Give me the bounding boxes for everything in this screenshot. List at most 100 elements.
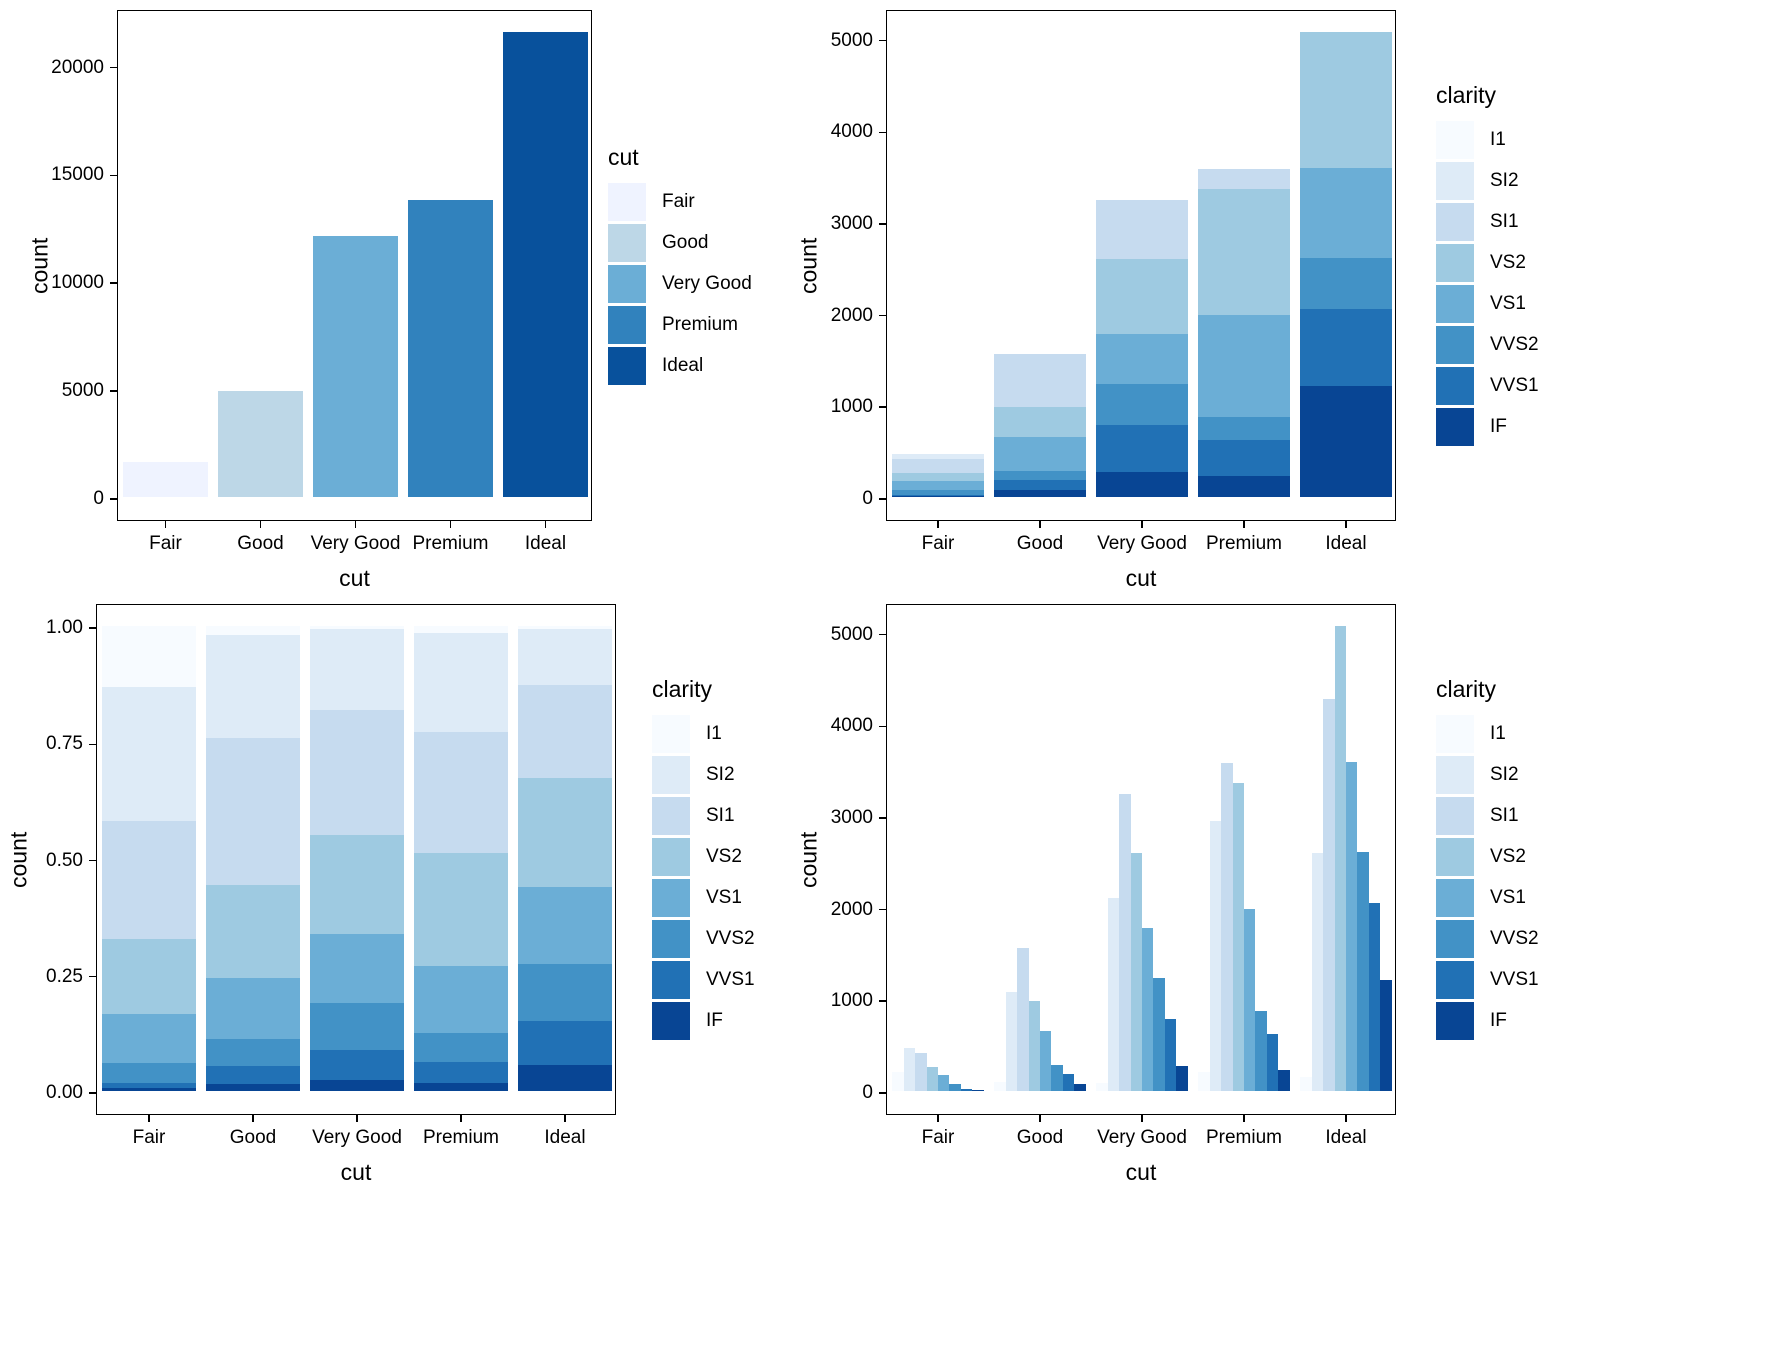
legend-entry: IF (652, 1002, 755, 1040)
bar-segment-Good-SI2 (206, 635, 300, 738)
y-tick-mark (879, 498, 887, 500)
legend-entry: VS1 (652, 879, 755, 917)
stacked-bar-Good (206, 626, 300, 1091)
y-tick-label: 2000 (830, 898, 873, 920)
bar-Ideal (502, 32, 589, 497)
x-tick-mark (259, 520, 262, 528)
legend-entry-label: SI1 (706, 805, 735, 826)
y-tick-mark (110, 498, 118, 500)
x-tick-label: Fair (149, 533, 182, 554)
bar-Premium (407, 199, 494, 497)
y-tick-mark (89, 743, 97, 746)
bar-Fair-VS1 (938, 1075, 950, 1091)
x-tick-mark (937, 1114, 939, 1122)
y-axis-title: count (795, 831, 822, 888)
legend-key-swatch (652, 961, 690, 999)
legend-key-swatch (1436, 756, 1474, 794)
bar-segment-Fair-VVS1 (102, 1083, 196, 1089)
y-tick-mark (879, 223, 887, 225)
legend-entry: I1 (1436, 121, 1539, 159)
legend-title: clarity (1436, 82, 1497, 108)
legend: clarity I1 SI2 SI1 VS2 VS1 VVS2 VVS1 IF (1436, 82, 1539, 449)
y-tick-label: 20000 (51, 56, 104, 78)
y-tick-mark (879, 39, 887, 42)
plot-panel: 0 5000 10000 15000 20000 Fair Good Very Good Pre… (51, 10, 592, 554)
y-tick-label: 5000 (830, 29, 873, 51)
bar-segment-Good-VS1 (206, 977, 300, 1040)
legend-entry-label: VVS1 (1490, 969, 1539, 990)
x-tick-label: Ideal (1325, 1127, 1367, 1148)
legend-key-swatch (1436, 244, 1474, 282)
x-tick-label: Very Good (1097, 1127, 1187, 1148)
bar-segment-Premium-VS2 (414, 852, 508, 966)
plot-panel: 0 1000 2000 3000 4000 5000 Fair Good Very Good Pr… (831, 10, 1396, 554)
legend-entry: VS1 (1436, 879, 1539, 917)
legend-entry-label: Very Good (662, 272, 752, 294)
y-tick-label: 0.00 (46, 1081, 83, 1103)
bar-Good-VS1 (1040, 1031, 1052, 1091)
legend-entry-label: I1 (1490, 129, 1506, 150)
y-tick-label: 0 (862, 487, 873, 509)
x-tick-label: Good (229, 1127, 277, 1148)
legend-entry-label: VS1 (1490, 293, 1526, 314)
legend-entry-label: IF (706, 1010, 723, 1031)
bar-segment-Premium-VVS2 (414, 1032, 508, 1063)
legend-entry: VVS1 (652, 961, 755, 999)
x-tick-mark (1243, 1114, 1245, 1122)
legend-entry-label: I1 (706, 723, 722, 744)
x-tick-label: Premium (422, 1127, 500, 1148)
bar-Fair-IF (892, 495, 984, 497)
bar-Ideal-SI2 (1311, 852, 1324, 1091)
bar-Premium-VVS2 (1255, 1011, 1267, 1091)
legend-entry-label: IF (1490, 416, 1507, 437)
stacked-bar-Fair (102, 626, 196, 1091)
legend-entry-label: I1 (1490, 723, 1506, 744)
y-tick-mark (110, 174, 118, 177)
y-tick-label: 3000 (830, 806, 873, 828)
legend-key-swatch (1436, 838, 1474, 876)
stacked-bar-Ideal (518, 626, 612, 1091)
bar-Very Good-I1 (1096, 1083, 1108, 1091)
legend-entry: SI1 (1436, 203, 1539, 241)
legend-key-swatch (652, 756, 690, 794)
bar-segment-Premium-VS1 (414, 965, 508, 1033)
y-tick-mark (89, 1092, 97, 1094)
legend-key-swatch (608, 223, 646, 262)
legend-entry-label: VVS2 (1490, 928, 1539, 949)
plot-panel: 0.00 0.25 0.50 0.75 1.00 Fair Good Very Good Pre… (46, 604, 616, 1148)
legend-entry: I1 (1436, 715, 1539, 753)
bar-Ideal-VS2 (1334, 626, 1346, 1091)
bar-Very Good-VVS2 (1153, 977, 1165, 1091)
bar-segment-Ideal-SI1 (518, 685, 612, 778)
x-axis-title: cut (1125, 565, 1157, 591)
bar-segment-Fair-VS2 (102, 939, 196, 1015)
y-tick-mark (879, 314, 887, 317)
legend-key-swatch (1436, 367, 1474, 405)
x-tick-mark (1039, 520, 1041, 528)
y-tick-mark (879, 131, 887, 134)
legend-key-swatch (1436, 162, 1474, 200)
bar-Fair-VS2 (926, 1066, 938, 1091)
legend-key-swatch (1436, 715, 1474, 753)
legend-entry: VS2 (652, 838, 755, 876)
bar-segment-Very Good-I1 (310, 626, 404, 630)
bar-Good-IF (994, 490, 1086, 497)
x-tick-mark (449, 520, 452, 528)
x-tick-label: Good (1016, 1127, 1064, 1148)
y-tick-label: 1.00 (46, 617, 83, 639)
bar-Premium-IF (1278, 1069, 1290, 1091)
x-tick-label: Fair (132, 1127, 166, 1148)
legend-key-swatch (1436, 326, 1474, 364)
x-tick-label: Very Good (1097, 533, 1187, 554)
x-axis-title: cut (1125, 1159, 1157, 1185)
y-tick-label: 10000 (51, 272, 104, 294)
bar-Premium-I1 (1198, 1072, 1210, 1091)
legend-entry: Premium (608, 305, 752, 344)
legend-key-swatch (608, 346, 646, 385)
x-tick-mark (354, 520, 357, 528)
legend-entry: IF (1436, 1002, 1539, 1040)
x-tick-mark (1141, 520, 1143, 528)
y-tick-label: 3000 (830, 212, 873, 234)
